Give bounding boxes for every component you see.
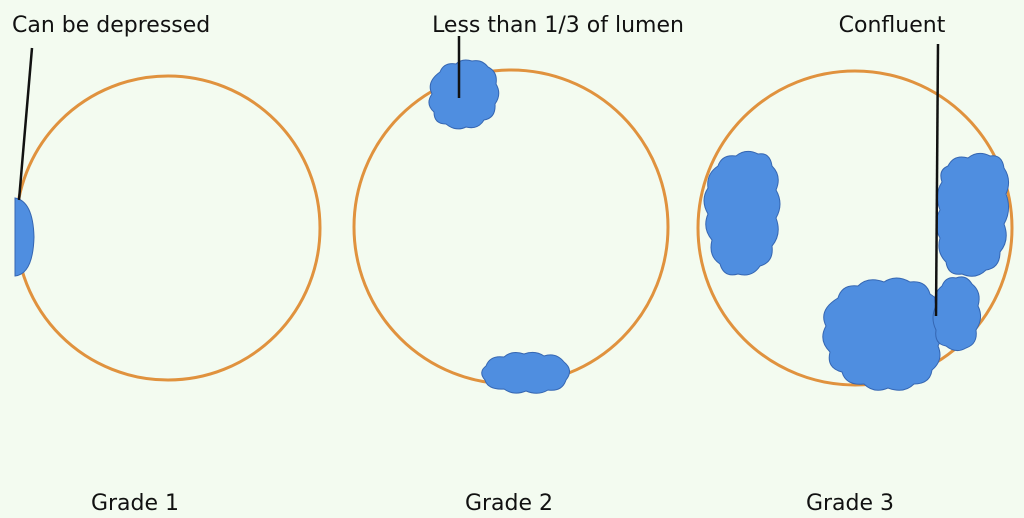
grade-label-1: Grade 1 xyxy=(91,491,179,516)
lesion-bottom-large xyxy=(822,277,943,391)
panel-grade-3: Confluent Grade 3 xyxy=(696,13,1014,516)
annotation-grade-3: Confluent xyxy=(839,13,946,38)
lumen-circle-grade-2 xyxy=(352,68,670,386)
lesion-right-upper xyxy=(935,152,1010,277)
lesion-right-small xyxy=(932,276,982,352)
annotation-grade-2: Less than 1/3 of lumen xyxy=(432,13,684,38)
lumen-circle-grade-3 xyxy=(696,69,1014,387)
flat-lesion xyxy=(14,197,35,277)
panel-grade-1: Can be depressed Grade 1 xyxy=(12,13,322,516)
lesion-bottom xyxy=(481,351,570,394)
grade-label-2: Grade 2 xyxy=(465,491,553,516)
lesion-left xyxy=(703,150,781,276)
lumen-circle-grade-1 xyxy=(14,74,322,382)
grade-label-3: Grade 3 xyxy=(806,491,894,516)
pointer-line-grade-3 xyxy=(934,43,940,317)
annotation-grade-1: Can be depressed xyxy=(12,13,210,38)
pointer-line-grade-1 xyxy=(17,47,34,201)
lesion-top xyxy=(428,59,500,130)
panel-grade-2: Less than 1/3 of lumen Grade 2 xyxy=(352,13,684,516)
